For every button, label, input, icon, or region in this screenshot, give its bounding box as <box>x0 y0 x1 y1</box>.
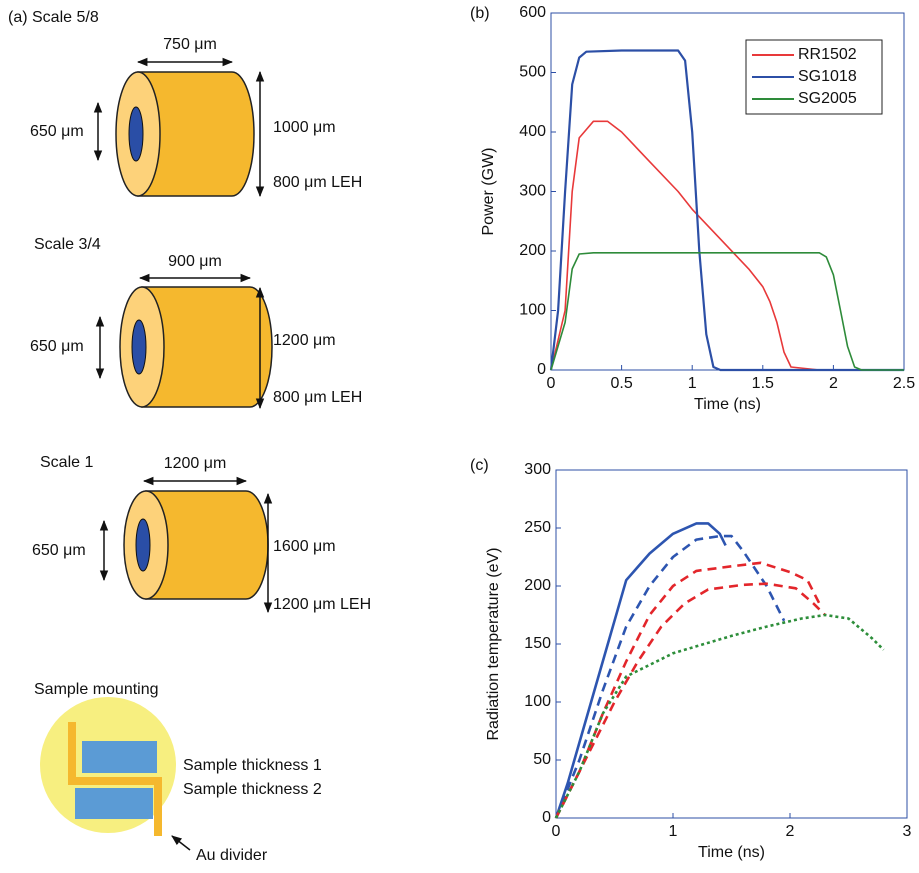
length-label: 750 μm <box>163 36 217 53</box>
scale-label: Scale 1 <box>40 454 93 471</box>
y-tick-label: 0 <box>542 809 551 826</box>
legend-label: SG2005 <box>798 90 857 107</box>
data-line <box>550 120 820 371</box>
sample-1-label: Sample thickness 1 <box>183 757 322 774</box>
data-line <box>554 613 885 819</box>
y-axis-label: Power (GW) <box>480 148 497 236</box>
x-tick-label: 2.5 <box>893 375 915 392</box>
data-line <box>550 252 904 371</box>
x-tick-label: 1.5 <box>752 375 774 392</box>
x-axis-label: Time (ns) <box>698 844 765 861</box>
y-tick-label: 500 <box>519 64 546 81</box>
divider-arrow <box>171 835 191 851</box>
leh-width-label: 650 μm <box>30 338 84 355</box>
y-axis-label: Radiation temperature (eV) <box>485 548 502 741</box>
x-tick-label: 3 <box>903 823 912 840</box>
data-line <box>549 49 904 372</box>
legend-label: SG1018 <box>798 68 857 85</box>
y-tick-label: 100 <box>519 302 546 319</box>
panel-label: (c) <box>470 457 489 474</box>
data-line <box>554 582 827 819</box>
y-tick-label: 300 <box>519 183 546 200</box>
mounting-title: Sample mounting <box>34 681 159 698</box>
legend-label: RR1502 <box>798 46 857 63</box>
y-tick-label: 150 <box>524 635 551 652</box>
leh-width-label: 650 μm <box>30 123 84 140</box>
x-axis-label: Time (ns) <box>694 396 761 413</box>
divider-label: Au divider <box>196 847 268 864</box>
hohlraum-body <box>137 71 255 197</box>
y-tick-label: 0 <box>537 361 546 378</box>
x-tick-label: 2 <box>786 823 795 840</box>
x-tick-label: 0 <box>552 823 561 840</box>
sample-2 <box>75 788 153 819</box>
length-label: 900 μm <box>168 253 222 270</box>
x-tick-label: 1 <box>688 375 697 392</box>
leh-label: 800 μm LEH <box>273 174 362 191</box>
x-tick-label: 0 <box>547 375 556 392</box>
sample-2-label: Sample thickness 2 <box>183 781 322 798</box>
leh <box>128 106 144 162</box>
x-tick-label: 1 <box>669 823 678 840</box>
data-line <box>554 522 727 819</box>
scale-label: (a) Scale 5/8 <box>8 9 99 26</box>
au-divider <box>68 722 162 836</box>
y-tick-label: 100 <box>524 693 551 710</box>
target-diagram: (a) Scale 5/8 750 μm 650 μm 1000 μm 800 … <box>8 9 371 864</box>
leh <box>131 319 147 375</box>
diameter-label: 1600 μm <box>273 538 336 555</box>
y-tick-label: 600 <box>519 4 546 21</box>
y-tick-label: 200 <box>519 242 546 259</box>
y-tick-label: 200 <box>524 577 551 594</box>
leh-label: 800 μm LEH <box>273 389 362 406</box>
scale-label: Scale 3/4 <box>34 236 101 253</box>
data-line <box>554 561 821 819</box>
y-tick-label: 300 <box>524 461 551 478</box>
leh <box>135 518 151 572</box>
diameter-label: 1000 μm <box>273 119 336 136</box>
x-tick-label: 0.5 <box>610 375 632 392</box>
y-tick-label: 50 <box>533 751 551 768</box>
leh-label: 1200 μm LEH <box>273 596 371 613</box>
y-tick-label: 400 <box>519 123 546 140</box>
x-tick-label: 2 <box>829 375 838 392</box>
diameter-label: 1200 μm <box>273 332 336 349</box>
length-label: 1200 μm <box>164 455 227 472</box>
y-tick-label: 250 <box>524 519 551 536</box>
data-line <box>554 534 786 819</box>
sample-1 <box>82 741 157 773</box>
leh-width-label: 650 μm <box>32 542 86 559</box>
panel-label: (b) <box>470 5 490 22</box>
